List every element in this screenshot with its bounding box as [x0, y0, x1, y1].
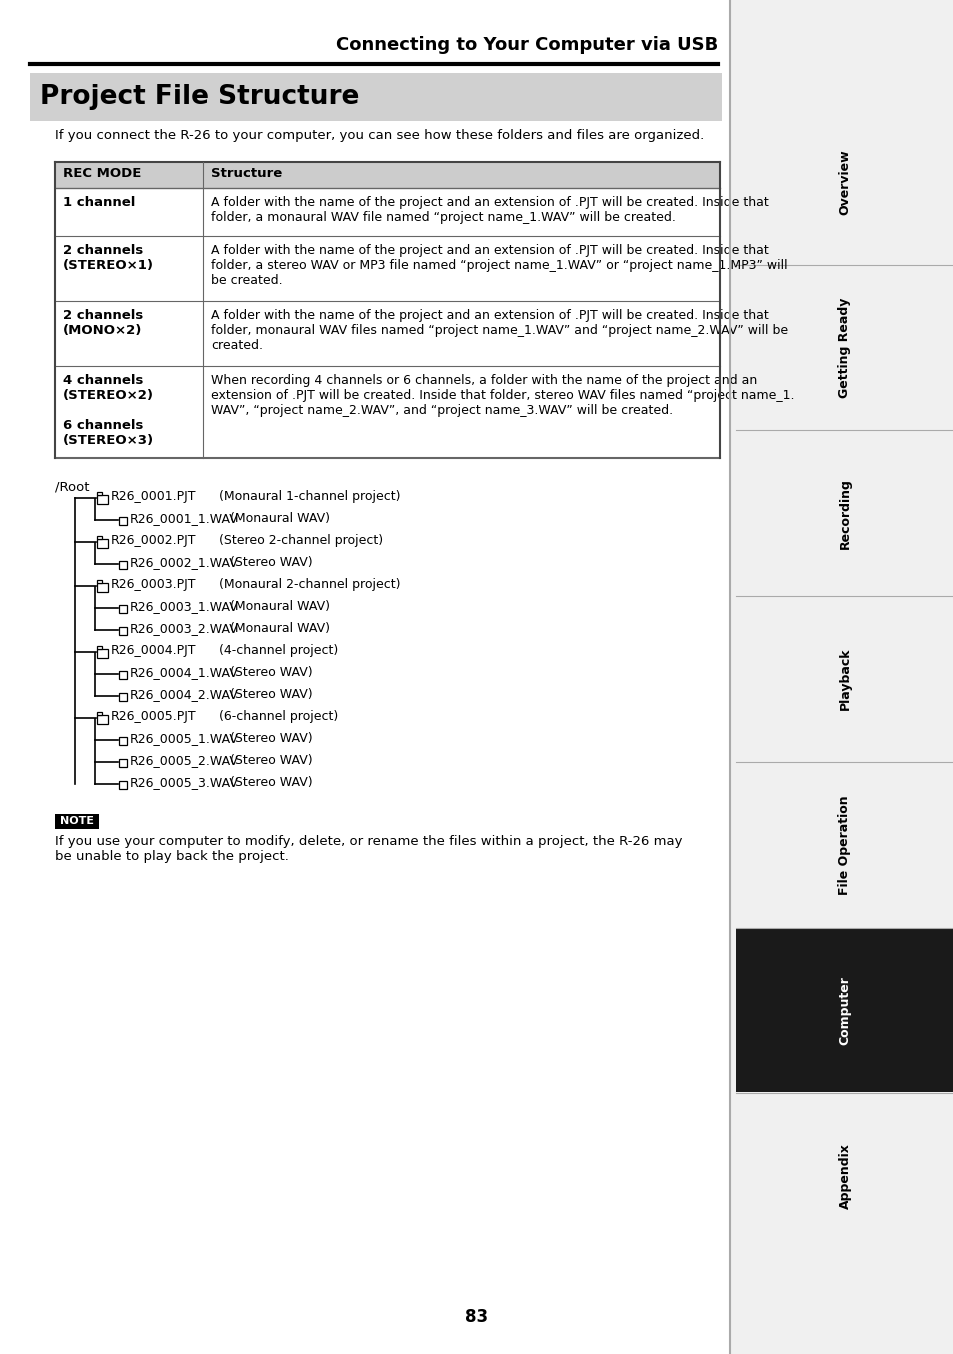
- Text: (Stereo WAV): (Stereo WAV): [230, 688, 313, 701]
- Bar: [119, 627, 127, 635]
- Text: A folder with the name of the project and an extension of .PJT will be created. : A folder with the name of the project an…: [211, 196, 768, 223]
- Text: Recording: Recording: [838, 478, 851, 548]
- Bar: [97, 646, 102, 649]
- Text: (Monaural WAV): (Monaural WAV): [230, 512, 330, 525]
- Text: (Stereo WAV): (Stereo WAV): [230, 556, 313, 569]
- Bar: [119, 517, 127, 525]
- Text: 4 channels
(STEREO×2)

6 channels
(STEREO×3): 4 channels (STEREO×2) 6 channels (STEREO…: [63, 374, 154, 447]
- Bar: [119, 605, 127, 613]
- Bar: [119, 760, 127, 766]
- Text: (Monaural WAV): (Monaural WAV): [230, 621, 330, 635]
- Bar: [735, 100, 953, 264]
- Bar: [735, 597, 953, 761]
- Text: 83: 83: [465, 1308, 488, 1326]
- Bar: [97, 539, 108, 548]
- Text: (Stereo 2-channel project): (Stereo 2-channel project): [219, 533, 383, 547]
- Bar: [119, 781, 127, 789]
- Bar: [55, 162, 720, 188]
- Text: If you use your computer to modify, delete, or rename the files within a project: If you use your computer to modify, dele…: [55, 835, 681, 862]
- Bar: [735, 929, 953, 1093]
- Text: Playback: Playback: [838, 647, 851, 711]
- Text: If you connect the R-26 to your computer, you can see how these folders and file: If you connect the R-26 to your computer…: [55, 129, 703, 142]
- Text: Appendix: Appendix: [838, 1143, 851, 1209]
- Text: R26_0003_2.WAV: R26_0003_2.WAV: [130, 621, 238, 635]
- Bar: [119, 561, 127, 569]
- Text: (4-channel project): (4-channel project): [219, 645, 338, 657]
- Bar: [97, 649, 108, 658]
- Text: (Stereo WAV): (Stereo WAV): [230, 733, 313, 745]
- Text: R26_0003_1.WAV: R26_0003_1.WAV: [130, 600, 238, 613]
- Text: Structure: Structure: [211, 167, 282, 180]
- Bar: [119, 693, 127, 701]
- Bar: [30, 73, 721, 121]
- Bar: [97, 536, 102, 539]
- Bar: [735, 265, 953, 429]
- Bar: [735, 762, 953, 926]
- Bar: [97, 580, 102, 584]
- Text: 2 channels
(STEREO×1): 2 channels (STEREO×1): [63, 244, 153, 272]
- Text: (Stereo WAV): (Stereo WAV): [230, 754, 313, 766]
- Text: R26_0002_1.WAV: R26_0002_1.WAV: [130, 556, 238, 569]
- Text: NOTE: NOTE: [60, 816, 94, 826]
- Text: When recording 4 channels or 6 channels, a folder with the name of the project a: When recording 4 channels or 6 channels,…: [211, 374, 794, 417]
- Text: A folder with the name of the project and an extension of .PJT will be created. : A folder with the name of the project an…: [211, 309, 787, 352]
- Text: (Stereo WAV): (Stereo WAV): [230, 776, 313, 789]
- Bar: [735, 1094, 953, 1258]
- Bar: [119, 672, 127, 678]
- Text: (Monaural 2-channel project): (Monaural 2-channel project): [219, 578, 400, 590]
- Text: R26_0005_3.WAV: R26_0005_3.WAV: [130, 776, 238, 789]
- Bar: [735, 432, 953, 596]
- Bar: [97, 712, 102, 715]
- Text: (Monaural 1-channel project): (Monaural 1-channel project): [219, 490, 400, 502]
- Text: (Monaural WAV): (Monaural WAV): [230, 600, 330, 613]
- Text: Overview: Overview: [838, 149, 851, 215]
- Text: R26_0004_1.WAV: R26_0004_1.WAV: [130, 666, 238, 678]
- Text: Computer: Computer: [838, 976, 851, 1045]
- Text: R26_0005_2.WAV: R26_0005_2.WAV: [130, 754, 238, 766]
- Bar: [729, 0, 953, 1354]
- Text: Project File Structure: Project File Structure: [40, 84, 359, 110]
- Bar: [119, 737, 127, 745]
- Bar: [97, 496, 108, 504]
- Text: (Stereo WAV): (Stereo WAV): [230, 666, 313, 678]
- Text: R26_0001.PJT: R26_0001.PJT: [111, 490, 196, 502]
- Text: REC MODE: REC MODE: [63, 167, 141, 180]
- Bar: [55, 814, 99, 829]
- Text: 1 channel: 1 channel: [63, 196, 135, 209]
- Bar: [97, 584, 108, 592]
- Text: Connecting to Your Computer via USB: Connecting to Your Computer via USB: [335, 37, 718, 54]
- Text: R26_0002.PJT: R26_0002.PJT: [111, 533, 196, 547]
- Text: (6-channel project): (6-channel project): [219, 709, 338, 723]
- Text: File Operation: File Operation: [838, 795, 851, 895]
- Text: R26_0003.PJT: R26_0003.PJT: [111, 578, 196, 590]
- Text: R26_0004.PJT: R26_0004.PJT: [111, 645, 196, 657]
- Text: R26_0005_1.WAV: R26_0005_1.WAV: [130, 733, 238, 745]
- Text: R26_0001_1.WAV: R26_0001_1.WAV: [130, 512, 238, 525]
- Bar: [97, 492, 102, 496]
- Text: R26_0004_2.WAV: R26_0004_2.WAV: [130, 688, 238, 701]
- Text: 2 channels
(MONO×2): 2 channels (MONO×2): [63, 309, 143, 337]
- Bar: [97, 715, 108, 724]
- Text: Getting Ready: Getting Ready: [838, 298, 851, 398]
- Text: A folder with the name of the project and an extension of .PJT will be created. : A folder with the name of the project an…: [211, 244, 787, 287]
- Text: R26_0005.PJT: R26_0005.PJT: [111, 709, 196, 723]
- Text: /Root: /Root: [55, 481, 90, 493]
